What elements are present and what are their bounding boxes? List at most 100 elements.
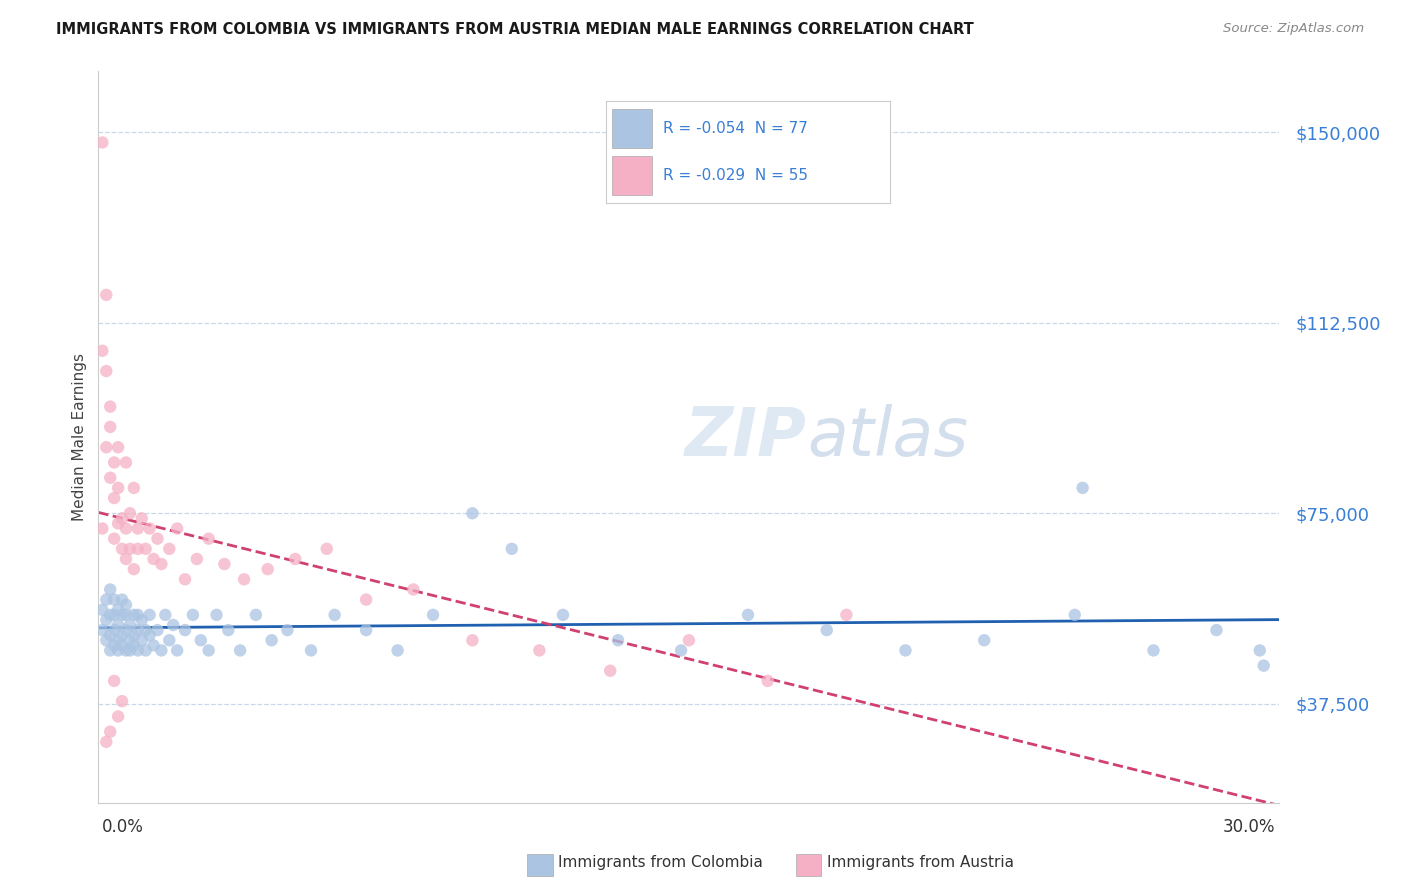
Point	[115, 607, 138, 622]
Point	[111, 511, 134, 525]
Point	[118, 643, 141, 657]
Point	[91, 136, 114, 150]
Point	[118, 541, 141, 556]
Point	[138, 628, 160, 642]
Point	[115, 623, 138, 637]
Point	[174, 623, 197, 637]
Point	[422, 607, 444, 622]
Point	[103, 491, 125, 505]
Point	[1253, 658, 1275, 673]
Point	[217, 623, 239, 637]
Point	[157, 541, 180, 556]
Point	[461, 506, 484, 520]
Point	[91, 521, 114, 535]
Point	[299, 643, 322, 657]
Point	[122, 481, 145, 495]
Point	[1142, 643, 1164, 657]
Text: ZIP: ZIP	[685, 404, 807, 470]
Point	[98, 420, 121, 434]
Point	[96, 735, 118, 749]
Point	[103, 623, 125, 637]
Point	[107, 633, 129, 648]
Text: IMMIGRANTS FROM COLOMBIA VS IMMIGRANTS FROM AUSTRIA MEDIAN MALE EARNINGS CORRELA: IMMIGRANTS FROM COLOMBIA VS IMMIGRANTS F…	[56, 22, 974, 37]
Point	[229, 643, 252, 657]
Point	[98, 582, 121, 597]
Point	[115, 552, 138, 566]
Point	[260, 633, 283, 648]
Point	[111, 607, 134, 622]
Point	[737, 607, 759, 622]
Point	[127, 643, 149, 657]
Point	[155, 607, 177, 622]
Point	[98, 471, 121, 485]
Point	[96, 613, 118, 627]
Point	[127, 521, 149, 535]
Point	[122, 607, 145, 622]
Point	[607, 633, 630, 648]
Point	[118, 633, 141, 648]
Point	[111, 694, 134, 708]
Point	[354, 592, 377, 607]
Point	[146, 623, 169, 637]
Point	[323, 607, 346, 622]
Point	[118, 506, 141, 520]
Point	[103, 607, 125, 622]
Point	[142, 552, 165, 566]
Point	[135, 643, 157, 657]
Point	[96, 288, 118, 302]
Point	[127, 623, 149, 637]
Point	[103, 455, 125, 469]
Text: 30.0%: 30.0%	[1223, 818, 1275, 836]
Point	[1063, 607, 1085, 622]
Point	[122, 562, 145, 576]
Point	[756, 673, 779, 688]
Point	[135, 541, 157, 556]
Point	[107, 618, 129, 632]
Point	[1249, 643, 1271, 657]
Point	[551, 607, 574, 622]
Point	[111, 638, 134, 652]
Point	[354, 623, 377, 637]
Point	[214, 557, 236, 571]
Point	[894, 643, 917, 657]
Point	[162, 618, 184, 632]
Point	[107, 516, 129, 531]
Point	[276, 623, 298, 637]
Point	[107, 709, 129, 723]
Point	[98, 400, 121, 414]
Point	[138, 607, 160, 622]
Point	[107, 440, 129, 454]
Point	[98, 607, 121, 622]
Point	[197, 643, 219, 657]
Point	[115, 521, 138, 535]
Point	[166, 643, 188, 657]
Point	[142, 638, 165, 652]
Point	[135, 623, 157, 637]
Text: Immigrants from Austria: Immigrants from Austria	[827, 855, 1014, 870]
Point	[98, 628, 121, 642]
Text: Immigrants from Colombia: Immigrants from Colombia	[558, 855, 763, 870]
Point	[174, 572, 197, 586]
Point	[111, 541, 134, 556]
Point	[131, 511, 153, 525]
Point	[205, 607, 228, 622]
Point	[146, 532, 169, 546]
Point	[103, 673, 125, 688]
Point	[669, 643, 692, 657]
Point	[138, 521, 160, 535]
Point	[150, 643, 173, 657]
Point	[131, 613, 153, 627]
Point	[122, 638, 145, 652]
Point	[107, 643, 129, 657]
Point	[91, 623, 114, 637]
Point	[115, 455, 138, 469]
Point	[127, 607, 149, 622]
Point	[127, 541, 149, 556]
Point	[181, 607, 204, 622]
Point	[461, 633, 484, 648]
Point	[815, 623, 838, 637]
Point	[96, 633, 118, 648]
Point	[387, 643, 409, 657]
Point	[190, 633, 212, 648]
Text: atlas: atlas	[807, 404, 969, 470]
